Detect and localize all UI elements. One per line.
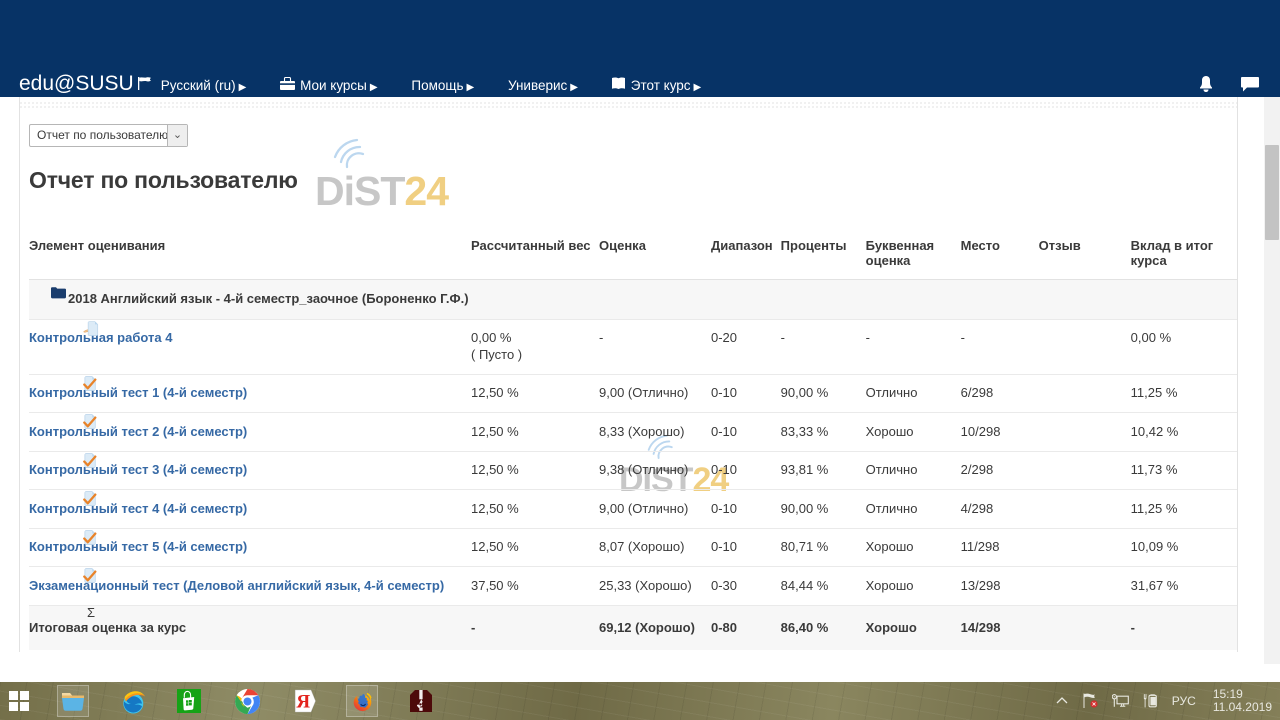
svg-text:Я: Я [296, 692, 310, 713]
